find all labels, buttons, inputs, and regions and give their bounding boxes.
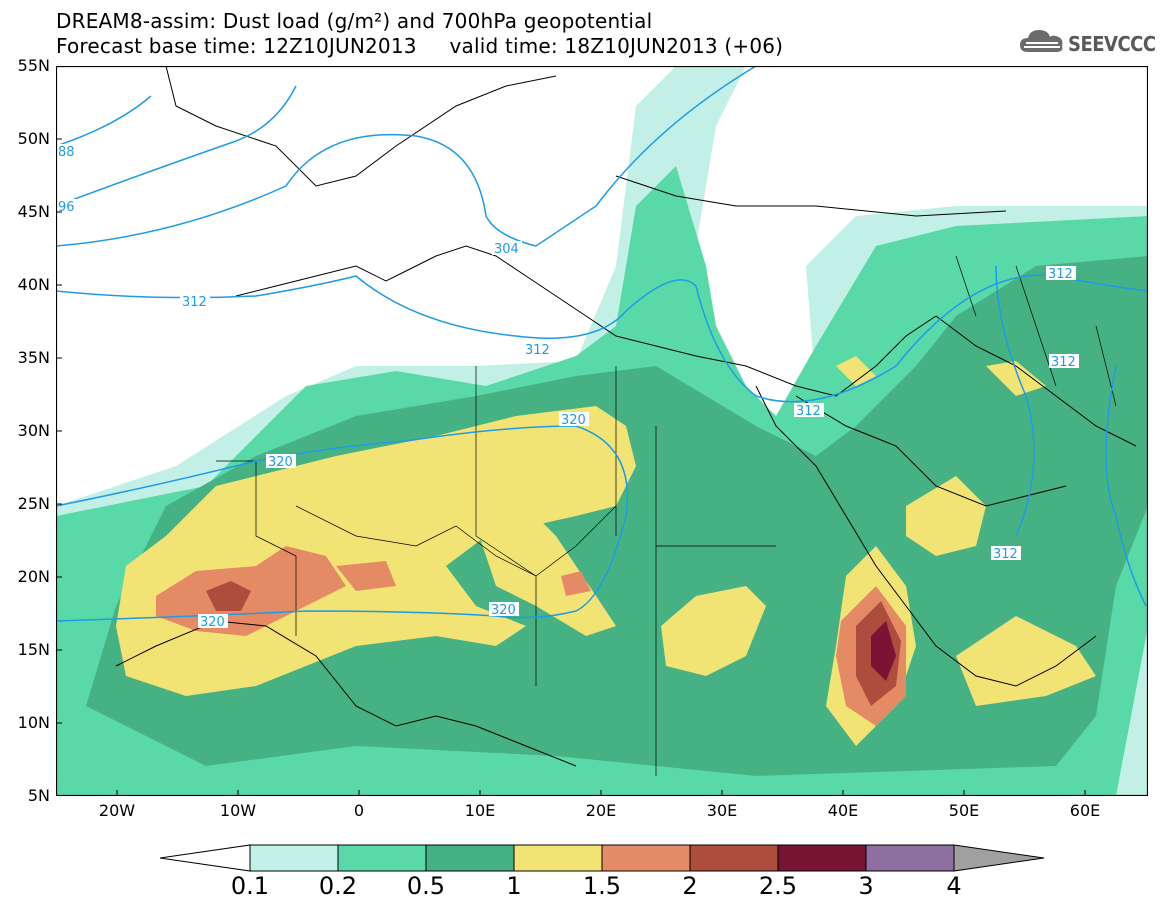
colorbar-label: 2.5 bbox=[758, 872, 798, 900]
colorbar-arrow-low bbox=[160, 844, 251, 872]
colorbar bbox=[160, 844, 1045, 872]
contour-label: 320 bbox=[561, 413, 586, 428]
chart-subtitle: Forecast base time: 12Z10JUN2013 valid t… bbox=[56, 34, 784, 58]
contour-label: 312 bbox=[1048, 267, 1073, 282]
lat-label: 50N bbox=[17, 129, 50, 148]
colorbar-arrow-high bbox=[953, 844, 1045, 872]
contour-label: 320 bbox=[200, 615, 225, 630]
colorbar-label: 3 bbox=[858, 872, 874, 900]
contour-label-extra: 312 bbox=[991, 546, 1021, 562]
lat-label: 40N bbox=[17, 275, 50, 294]
colorbar-swatch bbox=[425, 844, 515, 872]
colorbar-swatch bbox=[513, 844, 603, 872]
lat-label: 20N bbox=[17, 567, 50, 586]
svg-text:312: 312 bbox=[993, 547, 1018, 562]
colorbar-label: 1.5 bbox=[582, 872, 622, 900]
colorbar-swatch bbox=[337, 844, 427, 872]
colorbar-swatch bbox=[865, 844, 955, 872]
colorbar-swatch bbox=[601, 844, 691, 872]
contour-312-east bbox=[995, 265, 1035, 537]
lon-label: 10W bbox=[219, 801, 257, 820]
contour-288 bbox=[55, 95, 152, 147]
contour-labels: 88 96 304 312 312 312 312 312 320 320 32… bbox=[56, 144, 1079, 630]
tick-marks bbox=[56, 138, 1086, 796]
contour-label: 312 bbox=[525, 343, 550, 358]
colorbar-label: 0.2 bbox=[318, 872, 358, 900]
seevccc-logo: SEEVCCC bbox=[1018, 24, 1158, 60]
dust-layer-2-5 bbox=[871, 621, 896, 681]
lat-label: 5N bbox=[27, 786, 50, 805]
lon-label: 20E bbox=[585, 801, 617, 820]
colorbar-swatch bbox=[777, 844, 867, 872]
contour-312-far-east bbox=[1105, 365, 1147, 607]
lat-label: 10N bbox=[17, 713, 50, 732]
colorbar-swatch bbox=[249, 844, 339, 872]
lon-label: 30E bbox=[706, 801, 738, 820]
lon-label: 50E bbox=[948, 801, 980, 820]
lat-label: 25N bbox=[17, 494, 50, 513]
contour-label: 88 bbox=[58, 145, 75, 160]
lat-label: 45N bbox=[17, 202, 50, 221]
lon-label: 40E bbox=[827, 801, 859, 820]
lon-label: 10E bbox=[464, 801, 496, 820]
colorbar-label: 4 bbox=[946, 872, 962, 900]
colorbar-label: 0.1 bbox=[230, 872, 270, 900]
dust-map: 88 96 304 312 312 312 312 312 320 320 32… bbox=[55, 65, 1149, 797]
contour-312 bbox=[55, 274, 1149, 403]
colorbar-swatch bbox=[689, 844, 779, 872]
map-area: 88 96 304 312 312 312 312 312 320 320 32… bbox=[55, 65, 1149, 797]
contour-label: 320 bbox=[268, 455, 293, 470]
lon-label: 20W bbox=[98, 801, 136, 820]
coastlines bbox=[115, 65, 1137, 767]
colorbar-label: 0.5 bbox=[406, 872, 446, 900]
lat-label: 55N bbox=[17, 56, 50, 75]
chart-title: DREAM8-assim: Dust load (g/m²) and 700hP… bbox=[56, 9, 653, 33]
lat-label: 15N bbox=[17, 640, 50, 659]
contour-label: 320 bbox=[491, 603, 516, 618]
contour-label: 96 bbox=[58, 200, 75, 215]
contour-296 bbox=[55, 85, 297, 207]
contour-label: 312 bbox=[182, 295, 207, 310]
contour-label: 312 bbox=[1051, 355, 1076, 370]
cloud-icon bbox=[1020, 30, 1063, 52]
lat-label: 35N bbox=[17, 348, 50, 367]
colorbar-label: 1 bbox=[506, 872, 522, 900]
logo-text: SEEVCCC bbox=[1068, 32, 1156, 56]
geopotential-contours bbox=[55, 65, 1149, 622]
contour-label: 312 bbox=[796, 404, 821, 419]
lon-label: 60E bbox=[1069, 801, 1101, 820]
contour-304 bbox=[55, 65, 757, 247]
lat-label: 30N bbox=[17, 421, 50, 440]
colorbar-label: 2 bbox=[682, 872, 698, 900]
contour-label: 304 bbox=[494, 242, 519, 257]
lon-label: 0 bbox=[353, 801, 365, 820]
